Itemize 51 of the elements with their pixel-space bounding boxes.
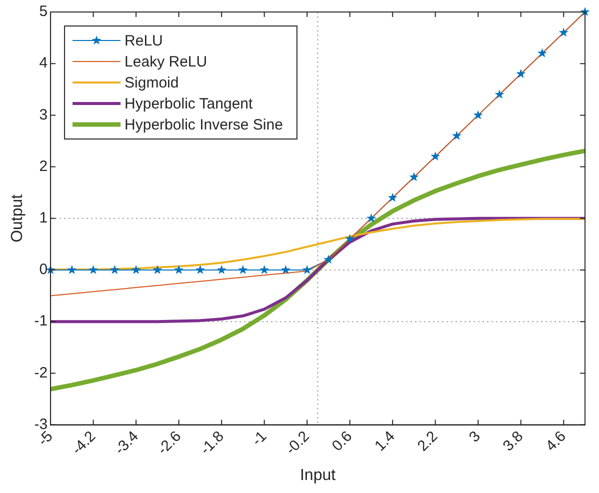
- point: [260, 264, 270, 274]
- point: [494, 90, 504, 99]
- point: [473, 110, 483, 120]
- point: [88, 264, 98, 274]
- y-tick-label: 3: [39, 106, 48, 124]
- legend-label: Leaky ReLU: [124, 54, 208, 71]
- point: [195, 264, 205, 274]
- point: [110, 264, 120, 274]
- legend-label: Hyperbolic Inverse Sine: [124, 116, 283, 134]
- y-tick-label: 0: [39, 261, 48, 278]
- x-tick-label: 1.4: [372, 428, 398, 455]
- legend-label: Sigmoid: [124, 74, 179, 92]
- x-tick-label: 3: [466, 428, 484, 446]
- point: [452, 130, 462, 140]
- x-tick-label: -1: [248, 428, 270, 450]
- point: [366, 213, 376, 222]
- legend-label: ReLU: [124, 32, 163, 50]
- point: [152, 264, 162, 274]
- x-tick-label: -2.6: [154, 428, 185, 458]
- point: [516, 68, 526, 78]
- point: [324, 254, 334, 264]
- point: [280, 264, 290, 274]
- x-tick-label: 0.6: [328, 428, 356, 455]
- legend-label: Hyperbolic Tangent: [124, 96, 254, 113]
- point: [302, 264, 312, 274]
- point: [174, 264, 184, 274]
- point: [430, 151, 440, 161]
- point: [409, 172, 419, 182]
- x-tick-label: -4.2: [68, 428, 100, 458]
- point: [345, 234, 355, 244]
- x-tick-label: 4.6: [542, 428, 570, 455]
- x-axis-title: Input: [300, 466, 336, 484]
- y-axis-title: Output: [9, 194, 26, 242]
- point: [388, 192, 398, 202]
- point: [537, 48, 547, 58]
- y-tick-label: 1: [39, 210, 48, 227]
- x-tick-label: -3.4: [112, 428, 142, 458]
- x-tick-label: 3.8: [500, 428, 527, 455]
- y-tick-label: -1: [34, 312, 48, 330]
- x-tick-label: -1.8: [197, 428, 228, 458]
- y-tick-label: 4: [39, 54, 48, 72]
- point: [67, 264, 77, 274]
- x-tick-label: -0.2: [282, 428, 313, 458]
- x-tick-label: 2.2: [414, 428, 442, 455]
- y-tick-label: 2: [39, 158, 48, 175]
- y-tick-label: 5: [39, 3, 48, 20]
- point: [216, 264, 226, 274]
- point: [238, 264, 248, 274]
- point: [558, 28, 568, 37]
- point: [131, 264, 141, 274]
- y-tick-label: -2: [34, 364, 48, 382]
